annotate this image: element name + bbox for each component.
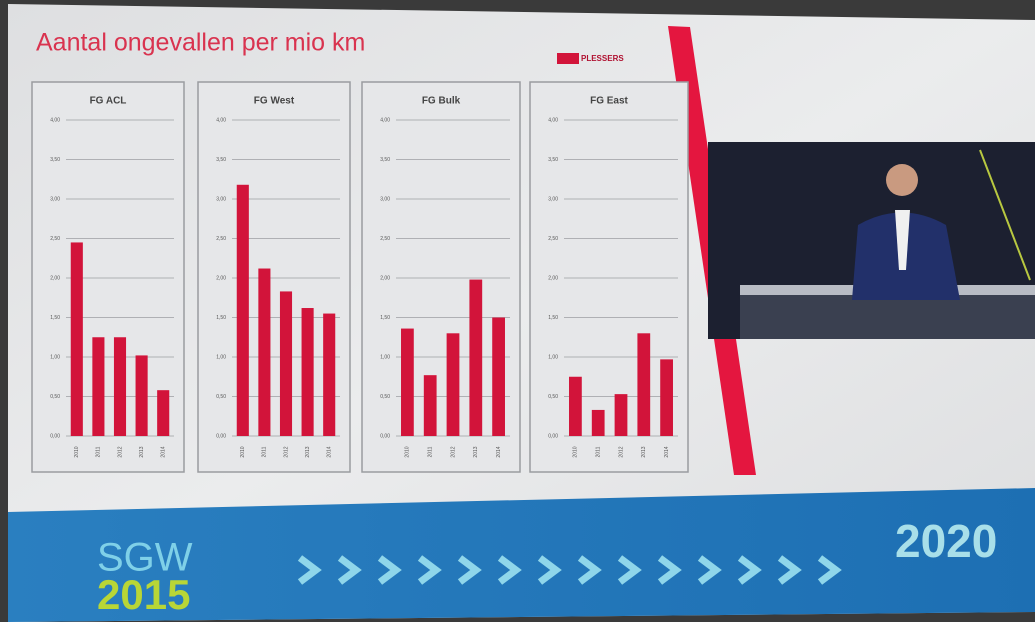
slide-title: Aantal ongevallen per mio km xyxy=(36,29,365,57)
x-tick-label: 2013 xyxy=(305,446,311,457)
bar xyxy=(569,377,582,436)
chart-title: FG East xyxy=(590,96,628,107)
slide-photo: Aantal ongevallen per mio km PLESSERS SG… xyxy=(0,0,1035,622)
chart-title: FG West xyxy=(254,96,295,107)
y-tick-label: 1,50 xyxy=(50,315,60,321)
y-tick-label: 2,50 xyxy=(380,236,390,242)
y-tick-label: 1,50 xyxy=(548,315,558,321)
chart: FG Bulk 0,00 0,50 1,00 1,50 2,00 2,50 3,00 3,50 4… xyxy=(362,82,520,472)
y-tick-label: 1,00 xyxy=(380,354,390,360)
x-tick-label: 2014 xyxy=(161,446,167,457)
x-tick-label: 2011 xyxy=(596,446,602,457)
x-tick-label: 2013 xyxy=(139,446,145,457)
y-tick-label: 0,50 xyxy=(548,394,558,400)
bar xyxy=(492,318,505,437)
bar xyxy=(615,394,628,436)
bar xyxy=(637,333,650,436)
bar xyxy=(447,333,460,436)
y-tick-label: 1,00 xyxy=(50,354,60,360)
page: Aantal ongevallen per mio km PLESSERS SG… xyxy=(0,0,1035,622)
y-tick-label: 4,00 xyxy=(50,117,60,123)
x-tick-label: 2012 xyxy=(283,446,289,457)
y-tick-label: 0,50 xyxy=(216,394,226,400)
y-tick-label: 4,00 xyxy=(548,117,558,123)
bar xyxy=(136,355,148,436)
y-tick-label: 3,00 xyxy=(50,196,60,202)
y-tick-label: 4,00 xyxy=(216,117,226,123)
y-tick-label: 0,50 xyxy=(380,394,390,400)
y-tick-label: 2,50 xyxy=(50,236,60,242)
x-tick-label: 2012 xyxy=(618,446,624,457)
y-tick-label: 1,00 xyxy=(548,354,558,360)
x-tick-label: 2011 xyxy=(262,446,268,457)
x-tick-label: 2014 xyxy=(664,446,670,457)
bar xyxy=(424,375,437,436)
y-tick-label: 2,00 xyxy=(50,275,60,281)
y-tick-label: 1,50 xyxy=(216,315,226,321)
x-tick-label: 2011 xyxy=(428,446,434,457)
x-tick-label: 2010 xyxy=(573,446,579,457)
y-tick-label: 3,00 xyxy=(548,196,558,202)
y-tick-label: 2,50 xyxy=(216,236,226,242)
y-tick-label: 2,00 xyxy=(216,275,226,281)
chart: FG ACL 0,00 0,50 1,00 1,50 2,00 2,50 3,00 3,50 4,… xyxy=(32,82,184,472)
y-tick-label: 3,50 xyxy=(50,157,60,163)
y-tick-label: 0,00 xyxy=(216,433,226,439)
y-tick-label: 0,00 xyxy=(50,433,60,439)
bar xyxy=(114,337,126,436)
bar xyxy=(71,242,83,436)
x-tick-label: 2013 xyxy=(473,446,479,457)
bar xyxy=(401,329,414,436)
y-tick-label: 3,00 xyxy=(380,196,390,202)
logo-mark xyxy=(557,53,579,64)
y-tick-label: 4,00 xyxy=(380,117,390,123)
y-tick-label: 3,00 xyxy=(216,196,226,202)
chart: FG East 0,00 0,50 1,00 1,50 2,00 2,50 3,00 3,50 4… xyxy=(530,82,688,472)
y-tick-label: 1,50 xyxy=(380,315,390,321)
bar xyxy=(302,308,314,436)
brand-year: 2015 xyxy=(97,571,190,618)
y-tick-label: 3,50 xyxy=(380,157,390,163)
chart-title: FG Bulk xyxy=(422,96,461,107)
chart-title: FG ACL xyxy=(90,96,127,107)
y-tick-label: 2,00 xyxy=(380,275,390,281)
x-tick-label: 2011 xyxy=(96,446,102,457)
y-tick-label: 3,50 xyxy=(548,157,558,163)
y-tick-label: 0,50 xyxy=(50,394,60,400)
bar xyxy=(258,269,270,436)
chart: FG West 0,00 0,50 1,00 1,50 2,00 2,50 3,00 3,50 4… xyxy=(198,82,350,472)
y-tick-label: 2,50 xyxy=(548,236,558,242)
y-tick-label: 0,00 xyxy=(380,433,390,439)
x-tick-label: 2010 xyxy=(405,446,411,457)
bar xyxy=(323,314,335,436)
x-tick-label: 2010 xyxy=(240,446,246,457)
y-tick-label: 1,00 xyxy=(216,354,226,360)
bar xyxy=(469,280,482,436)
logo-text: PLESSERS xyxy=(581,54,624,63)
lectern xyxy=(740,295,1035,339)
bar xyxy=(237,185,249,436)
x-tick-label: 2010 xyxy=(74,446,80,457)
bar xyxy=(157,390,169,436)
video-feed xyxy=(708,142,1035,339)
y-tick-label: 2,00 xyxy=(548,275,558,281)
x-tick-label: 2014 xyxy=(496,446,502,457)
bar xyxy=(92,337,104,436)
bar xyxy=(660,359,673,436)
x-tick-label: 2012 xyxy=(450,446,456,457)
x-tick-label: 2012 xyxy=(117,446,123,457)
y-tick-label: 0,00 xyxy=(548,433,558,439)
x-tick-label: 2013 xyxy=(641,446,647,457)
x-tick-label: 2014 xyxy=(327,446,333,457)
target-year: 2020 xyxy=(895,515,997,567)
bar xyxy=(592,410,605,436)
y-tick-label: 3,50 xyxy=(216,157,226,163)
bar xyxy=(280,291,292,436)
speaker-head xyxy=(886,164,918,196)
